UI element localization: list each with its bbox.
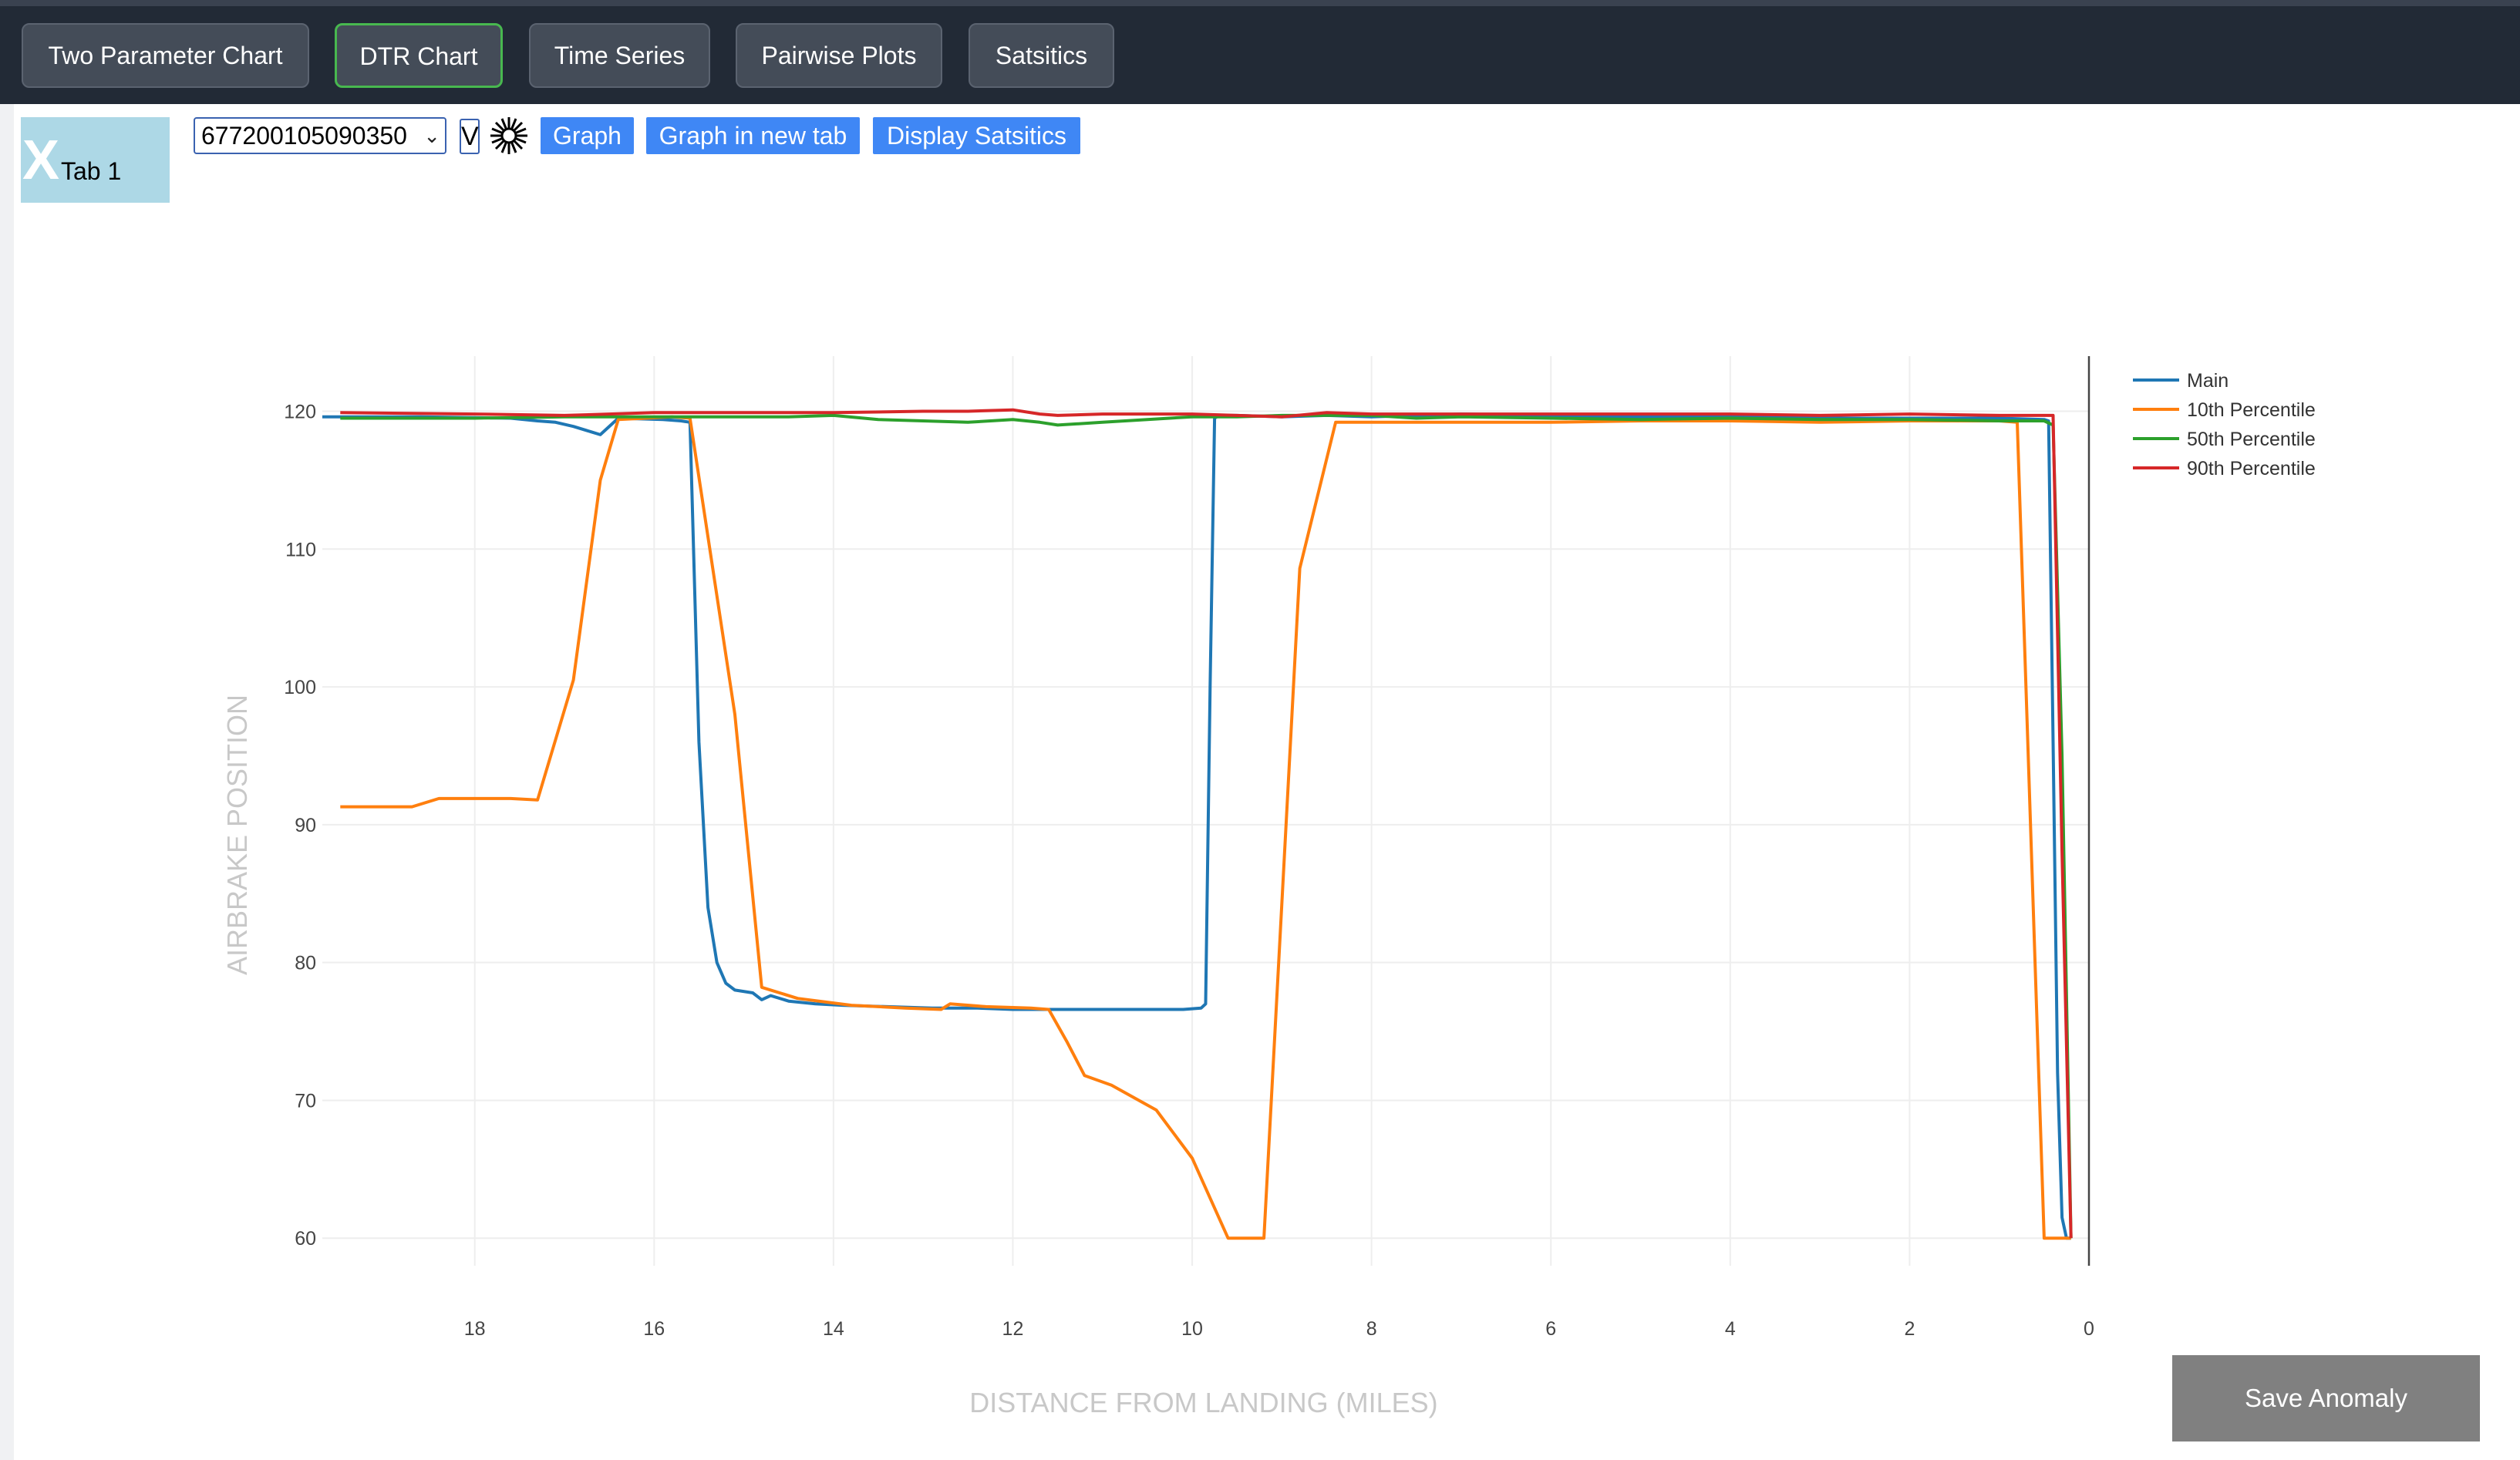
x-tick-label: 4 [1725, 1318, 1736, 1340]
series-line-90th-percentile [340, 408, 2073, 1239]
gear-icon[interactable] [487, 114, 531, 157]
tab-label: Tab 1 [61, 157, 122, 185]
y-tick-label: 60 [295, 1228, 316, 1250]
y-tick-label: 120 [284, 402, 316, 423]
chart-grid [322, 356, 2090, 1266]
v-toggle-button[interactable]: V [460, 119, 480, 154]
flight-id-select[interactable]: 677200105090350 ⌄ [194, 117, 446, 154]
nav-two-parameter-chart-button[interactable]: Two Parameter Chart [22, 23, 309, 88]
nav-pairwise-plots-button[interactable]: Pairwise Plots [736, 23, 942, 88]
nav-dtr-chart-button[interactable]: DTR Chart [335, 23, 503, 88]
series-line-main [322, 412, 2071, 1240]
graph-in-new-tab-button[interactable]: Graph in new tab [646, 117, 860, 154]
x-tick-label: 18 [464, 1318, 486, 1340]
x-tick-label: 2 [1904, 1318, 1915, 1340]
y-tick-label: 90 [295, 815, 316, 836]
close-tab-icon[interactable]: X [22, 130, 60, 191]
nav-statistics-button[interactable]: Satsitics [969, 23, 1114, 88]
x-tick-label: 10 [1181, 1318, 1203, 1340]
legend-entry[interactable]: 90th Percentile [2187, 458, 2316, 479]
x-tick-label: 16 [643, 1318, 665, 1340]
chart-series [322, 408, 2073, 1240]
y-tick-label: 110 [285, 539, 316, 560]
series-line-50th-percentile [340, 413, 2073, 1239]
chevron-down-icon: ⌄ [423, 124, 440, 147]
series-line-10th-percentile [340, 415, 2071, 1240]
left-margin-strip [0, 104, 14, 1460]
x-tick-label: 8 [1366, 1318, 1377, 1340]
x-tick-label: 0 [2084, 1318, 2094, 1340]
y-axis-label: AIRBRAKE POSITION [221, 695, 253, 975]
y-tick-label: 100 [284, 677, 316, 698]
legend-entry[interactable]: 10th Percentile [2187, 399, 2316, 421]
legend-entry[interactable]: 50th Percentile [2187, 429, 2316, 450]
y-tick-label: 80 [295, 953, 316, 974]
nav-time-series-button[interactable]: Time Series [529, 23, 710, 88]
x-tick-label: 14 [823, 1318, 844, 1340]
chart-legend: Main 10th Percentile 50th Percentile 90th P… [2133, 370, 2316, 479]
tab-1[interactable]: X Tab 1 [21, 117, 170, 203]
legend-entry[interactable]: Main [2187, 370, 2229, 392]
display-statistics-button[interactable]: Display Satsitics [873, 117, 1080, 154]
graph-button[interactable]: Graph [541, 117, 634, 154]
x-tick-label: 12 [1002, 1318, 1024, 1340]
x-tick-label: 6 [1545, 1318, 1556, 1340]
y-tick-label: 70 [295, 1090, 316, 1112]
chart-axes: 18 16 14 12 10 8 6 4 2 0 60 70 80 90 100 110 120 [284, 356, 2094, 1340]
top-nav-bar: Two Parameter Chart DTR Chart Time Serie… [0, 0, 2520, 104]
flight-id-value: 677200105090350 [201, 122, 407, 150]
save-anomaly-button[interactable]: Save Anomaly [2172, 1355, 2480, 1441]
x-axis-label: DISTANCE FROM LANDING (MILES) [969, 1387, 1437, 1418]
